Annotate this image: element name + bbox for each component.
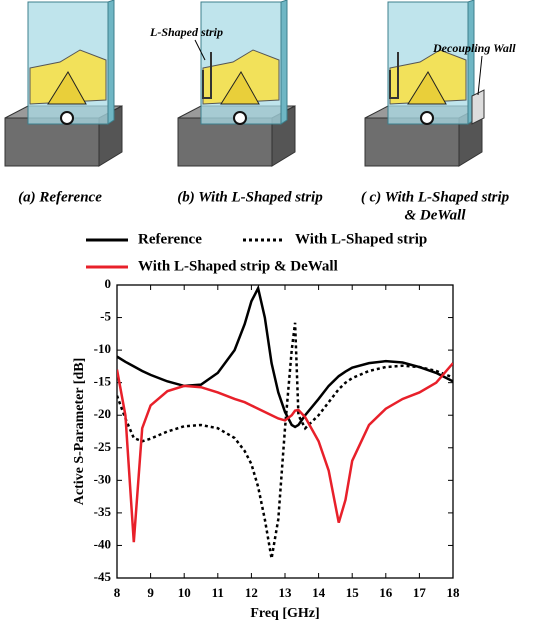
annotation-arrow (194, 39, 206, 61)
legend-label: With L-Shaped strip (295, 231, 427, 247)
x-tick-label: 10 (178, 585, 191, 600)
x-tick-label: 8 (114, 585, 121, 600)
feed-triangle (220, 71, 260, 105)
legend-label: With L-Shaped strip & DeWall (138, 258, 338, 274)
y-tick-label: -20 (94, 406, 111, 421)
x-axis-label: Freq [GHz] (250, 606, 319, 621)
caption: ( c) With L-Shaped strip (361, 189, 510, 205)
base-front (177, 117, 273, 167)
x-tick-label: 9 (147, 585, 154, 600)
glass-edge (107, 0, 115, 125)
y-tick-label: -15 (94, 374, 112, 389)
series-line (117, 285, 453, 429)
antenna-illustration (177, 0, 296, 167)
x-tick-label: 11 (212, 585, 224, 600)
x-tick-label: 12 (245, 585, 258, 600)
legend-label: Reference (138, 231, 202, 247)
y-tick-label: -10 (94, 341, 111, 356)
l-strip (389, 52, 399, 99)
x-tick-label: 16 (379, 585, 393, 600)
caption: (b) With L-Shaped strip (177, 189, 323, 205)
y-tick-label: -40 (94, 536, 111, 551)
series-line (117, 362, 453, 543)
glass-edge (280, 0, 288, 125)
annotation: Decoupling Wall (432, 41, 516, 55)
port (420, 111, 434, 125)
y-tick-label: -30 (94, 471, 111, 486)
base-front (364, 117, 460, 167)
port (233, 111, 247, 125)
antenna-illustration (364, 0, 485, 167)
x-tick-label: 13 (279, 585, 293, 600)
base-front (4, 117, 100, 167)
l-strip (202, 52, 212, 99)
series-line (117, 322, 453, 559)
x-tick-label: 14 (312, 585, 326, 600)
y-tick-label: -35 (94, 504, 112, 519)
y-tick-label: -45 (94, 569, 112, 584)
caption: & DeWall (405, 207, 467, 223)
x-tick-label: 18 (447, 585, 461, 600)
antenna-illustration (4, 0, 123, 167)
x-tick-label: 15 (346, 585, 360, 600)
annotation-arrow (477, 55, 483, 96)
port (60, 111, 74, 125)
feed-triangle (47, 71, 87, 105)
y-tick-label: 0 (105, 276, 112, 291)
decoupling-wall (471, 89, 485, 125)
caption: (a) Reference (18, 189, 102, 205)
y-tick-label: -25 (94, 439, 112, 454)
y-axis-label: Active S-Parameter [dB] (72, 358, 87, 505)
feed-triangle (407, 71, 447, 105)
y-tick-label: -5 (100, 309, 111, 324)
annotation: L-Shaped strip (149, 25, 223, 39)
x-tick-label: 17 (413, 585, 427, 600)
